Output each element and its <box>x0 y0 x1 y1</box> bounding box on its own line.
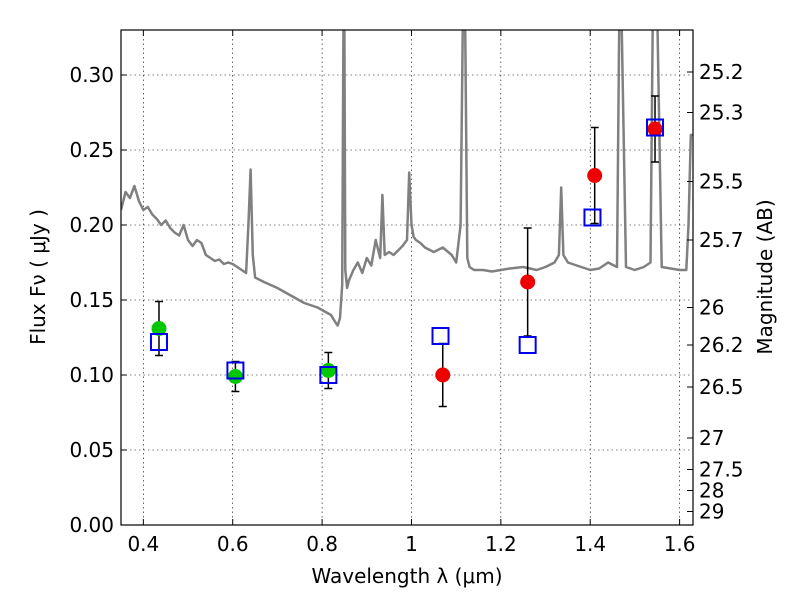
right-tick-label: 25.2 <box>699 60 744 84</box>
x-tick-label: 1.6 <box>664 532 696 556</box>
data-point <box>227 369 243 384</box>
right-axis-title: Magnitude (AB) <box>753 199 777 354</box>
spectrum-line <box>121 30 693 327</box>
model-point <box>431 327 450 345</box>
grid <box>121 30 693 526</box>
tick-labels: 0.4 0.6 0.8 1 1.2 1.4 1.6 0.00 0.05 0.10 0.15 0.20 0… <box>69 60 743 556</box>
right-tick-label: 25.3 <box>699 101 744 125</box>
y-axis-title: Flux Fν ( μJy ) <box>26 209 50 345</box>
model-point <box>518 336 537 354</box>
right-tick-label: 25.5 <box>699 170 744 194</box>
right-tick-label: 27 <box>699 426 724 450</box>
right-tick-label: 26 <box>699 296 724 320</box>
right-tick-label: 29 <box>699 500 724 524</box>
data-point <box>647 121 663 137</box>
plot-frame <box>120 29 694 526</box>
marks-layer <box>149 95 665 408</box>
right-tick-label: 28 <box>699 479 724 503</box>
model-point <box>149 333 168 351</box>
y-tick-label: 0.25 <box>69 138 114 162</box>
y-tick-label: 0.20 <box>69 213 114 237</box>
model-point <box>583 208 602 227</box>
data-point <box>520 274 536 290</box>
right-tick-label: 26.5 <box>699 375 744 399</box>
x-tick-label: 0.6 <box>217 532 249 556</box>
x-tick-label: 1.2 <box>485 532 517 556</box>
plot-area <box>121 30 693 408</box>
y-tick-label: 0.15 <box>69 288 114 312</box>
data-point <box>151 321 167 336</box>
model-point <box>226 361 245 380</box>
spectrum-layer <box>121 30 693 327</box>
model-point <box>319 366 338 384</box>
data-point <box>587 168 603 183</box>
y-tick-label: 0.05 <box>69 438 114 462</box>
right-tick-label: 27.5 <box>699 458 744 482</box>
model-point <box>646 118 665 137</box>
right-tick-label: 25.7 <box>699 228 744 252</box>
x-tick-label: 0.4 <box>127 532 159 556</box>
y-tick-label: 0.00 <box>69 513 114 537</box>
data-point <box>320 363 336 378</box>
y-tick-label: 0.10 <box>69 363 114 387</box>
data-point <box>435 367 451 383</box>
x-tick-label: 1 <box>405 532 418 556</box>
x-tick-label: 1.4 <box>574 532 606 556</box>
right-tick-label: 26.2 <box>699 333 744 357</box>
x-tick-label: 0.8 <box>306 532 338 556</box>
ticks <box>121 30 693 526</box>
y-tick-label: 0.30 <box>69 63 114 87</box>
x-axis-title: Wavelength λ (μm) <box>311 564 502 588</box>
